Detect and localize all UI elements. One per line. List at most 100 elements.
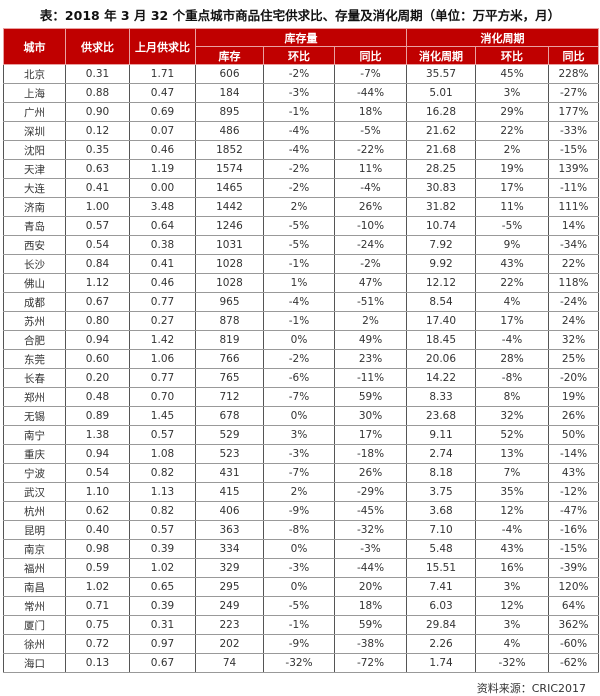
- header-inventory-group: 库存量: [194, 28, 408, 47]
- cell-digestion-mom: 16%: [475, 558, 550, 578]
- cell-digestion-mom: 13%: [475, 444, 550, 464]
- cell-inventory-mom: 1%: [263, 273, 335, 293]
- cell-digestion-yoy: 14%: [548, 216, 600, 236]
- cell-inventory-mom: 2%: [263, 482, 335, 502]
- cell-inventory-mom: -5%: [263, 596, 335, 616]
- cell-inventory-yoy: -44%: [333, 558, 408, 578]
- cell-inventory-mom: -4%: [263, 292, 335, 312]
- cell-digestion: 16.28: [406, 102, 477, 122]
- cell-inventory-mom: -32%: [263, 653, 335, 673]
- cell-inventory: 766: [195, 349, 264, 369]
- cell-inventory-mom: -5%: [263, 235, 335, 255]
- cell-digestion-mom: 3%: [475, 83, 550, 103]
- cell-last-month-ratio: 1.19: [129, 159, 196, 179]
- cell-inventory-yoy: 26%: [333, 463, 408, 483]
- cell-inventory: 1442: [195, 197, 264, 217]
- table-row: 合肥 0.94 1.42 819 0% 49% 18.45 -4% 32%: [3, 330, 600, 350]
- cell-digestion-yoy: 24%: [548, 311, 600, 331]
- cell-city: 常州: [3, 596, 66, 616]
- header-last-month-ratio: 上月供求比: [129, 28, 196, 65]
- cell-digestion-mom: 12%: [475, 596, 550, 616]
- cell-inventory: 1465: [195, 178, 264, 198]
- header-inventory: 库存: [195, 46, 264, 65]
- cell-digestion-yoy: 118%: [548, 273, 600, 293]
- cell-last-month-ratio: 1.02: [129, 558, 196, 578]
- cell-digestion: 28.25: [406, 159, 477, 179]
- cell-inventory-mom: -3%: [263, 83, 335, 103]
- cell-city: 苏州: [3, 311, 66, 331]
- header-inventory-yoy: 同比: [333, 46, 408, 65]
- cell-last-month-ratio: 1.42: [129, 330, 196, 350]
- cell-supply-ratio: 0.31: [65, 64, 130, 84]
- table-row: 宁波 0.54 0.82 431 -7% 26% 8.18 7% 43%: [3, 463, 600, 483]
- source-note: 资料来源：CRIC2017: [476, 682, 586, 695]
- cell-supply-ratio: 0.57: [65, 216, 130, 236]
- cell-inventory: 431: [195, 463, 264, 483]
- cell-digestion: 20.06: [406, 349, 477, 369]
- cell-digestion-yoy: 64%: [548, 596, 600, 616]
- header-digestion-yoy: 同比: [548, 46, 600, 65]
- cell-digestion-mom: 19%: [475, 159, 550, 179]
- cell-digestion-yoy: -16%: [548, 520, 600, 540]
- table-row: 济南 1.00 3.48 1442 2% 26% 31.82 11% 111%: [3, 197, 600, 217]
- cell-city: 合肥: [3, 330, 66, 350]
- cell-inventory-yoy: 2%: [333, 311, 408, 331]
- cell-last-month-ratio: 0.82: [129, 501, 196, 521]
- cell-city: 徐州: [3, 634, 66, 654]
- header-inventory-mom: 环比: [263, 46, 335, 65]
- cell-city: 南昌: [3, 577, 66, 597]
- cell-city: 昆明: [3, 520, 66, 540]
- cell-supply-ratio: 0.94: [65, 330, 130, 350]
- cell-inventory-yoy: -2%: [333, 254, 408, 274]
- cell-city: 福州: [3, 558, 66, 578]
- cell-supply-ratio: 0.54: [65, 463, 130, 483]
- cell-digestion-yoy: 50%: [548, 425, 600, 445]
- cell-last-month-ratio: 0.57: [129, 425, 196, 445]
- cell-digestion-yoy: -20%: [548, 368, 600, 388]
- cell-digestion: 18.45: [406, 330, 477, 350]
- cell-digestion-mom: 2%: [475, 140, 550, 160]
- cell-digestion-yoy: 362%: [548, 615, 600, 635]
- cell-digestion-yoy: 26%: [548, 406, 600, 426]
- cell-inventory-mom: -1%: [263, 102, 335, 122]
- cell-inventory-yoy: -3%: [333, 539, 408, 559]
- cell-last-month-ratio: 0.97: [129, 634, 196, 654]
- cell-inventory-yoy: 18%: [333, 596, 408, 616]
- cell-inventory: 878: [195, 311, 264, 331]
- table-row: 天津 0.63 1.19 1574 -2% 11% 28.25 19% 139%: [3, 159, 600, 179]
- cell-last-month-ratio: 1.06: [129, 349, 196, 369]
- cell-inventory-yoy: -32%: [333, 520, 408, 540]
- cell-digestion-mom: 3%: [475, 615, 550, 635]
- cell-supply-ratio: 0.59: [65, 558, 130, 578]
- cell-city: 重庆: [3, 444, 66, 464]
- cell-digestion: 5.01: [406, 83, 477, 103]
- cell-digestion-mom: -5%: [475, 216, 550, 236]
- cell-digestion-mom: 7%: [475, 463, 550, 483]
- cell-last-month-ratio: 0.38: [129, 235, 196, 255]
- header-city: 城市: [3, 28, 66, 65]
- cell-inventory: 1031: [195, 235, 264, 255]
- cell-digestion-yoy: 43%: [548, 463, 600, 483]
- cell-digestion: 1.74: [406, 653, 477, 673]
- cell-inventory-yoy: -10%: [333, 216, 408, 236]
- cell-digestion-yoy: 22%: [548, 254, 600, 274]
- table-row: 无锡 0.89 1.45 678 0% 30% 23.68 32% 26%: [3, 406, 600, 426]
- cell-supply-ratio: 0.35: [65, 140, 130, 160]
- table-row: 上海 0.88 0.47 184 -3% -44% 5.01 3% -27%: [3, 83, 600, 103]
- cell-inventory-yoy: 20%: [333, 577, 408, 597]
- cell-last-month-ratio: 0.65: [129, 577, 196, 597]
- cell-inventory: 1852: [195, 140, 264, 160]
- cell-city: 无锡: [3, 406, 66, 426]
- cell-inventory-mom: -4%: [263, 140, 335, 160]
- cell-inventory-mom: -9%: [263, 634, 335, 654]
- cell-city: 广州: [3, 102, 66, 122]
- cell-inventory: 223: [195, 615, 264, 635]
- cell-supply-ratio: 0.62: [65, 501, 130, 521]
- cell-inventory-yoy: 59%: [333, 387, 408, 407]
- cell-supply-ratio: 0.63: [65, 159, 130, 179]
- table-row: 徐州 0.72 0.97 202 -9% -38% 2.26 4% -60%: [3, 634, 600, 654]
- cell-inventory-mom: -4%: [263, 121, 335, 141]
- cell-digestion-yoy: -34%: [548, 235, 600, 255]
- cell-city: 佛山: [3, 273, 66, 293]
- cell-inventory-yoy: -18%: [333, 444, 408, 464]
